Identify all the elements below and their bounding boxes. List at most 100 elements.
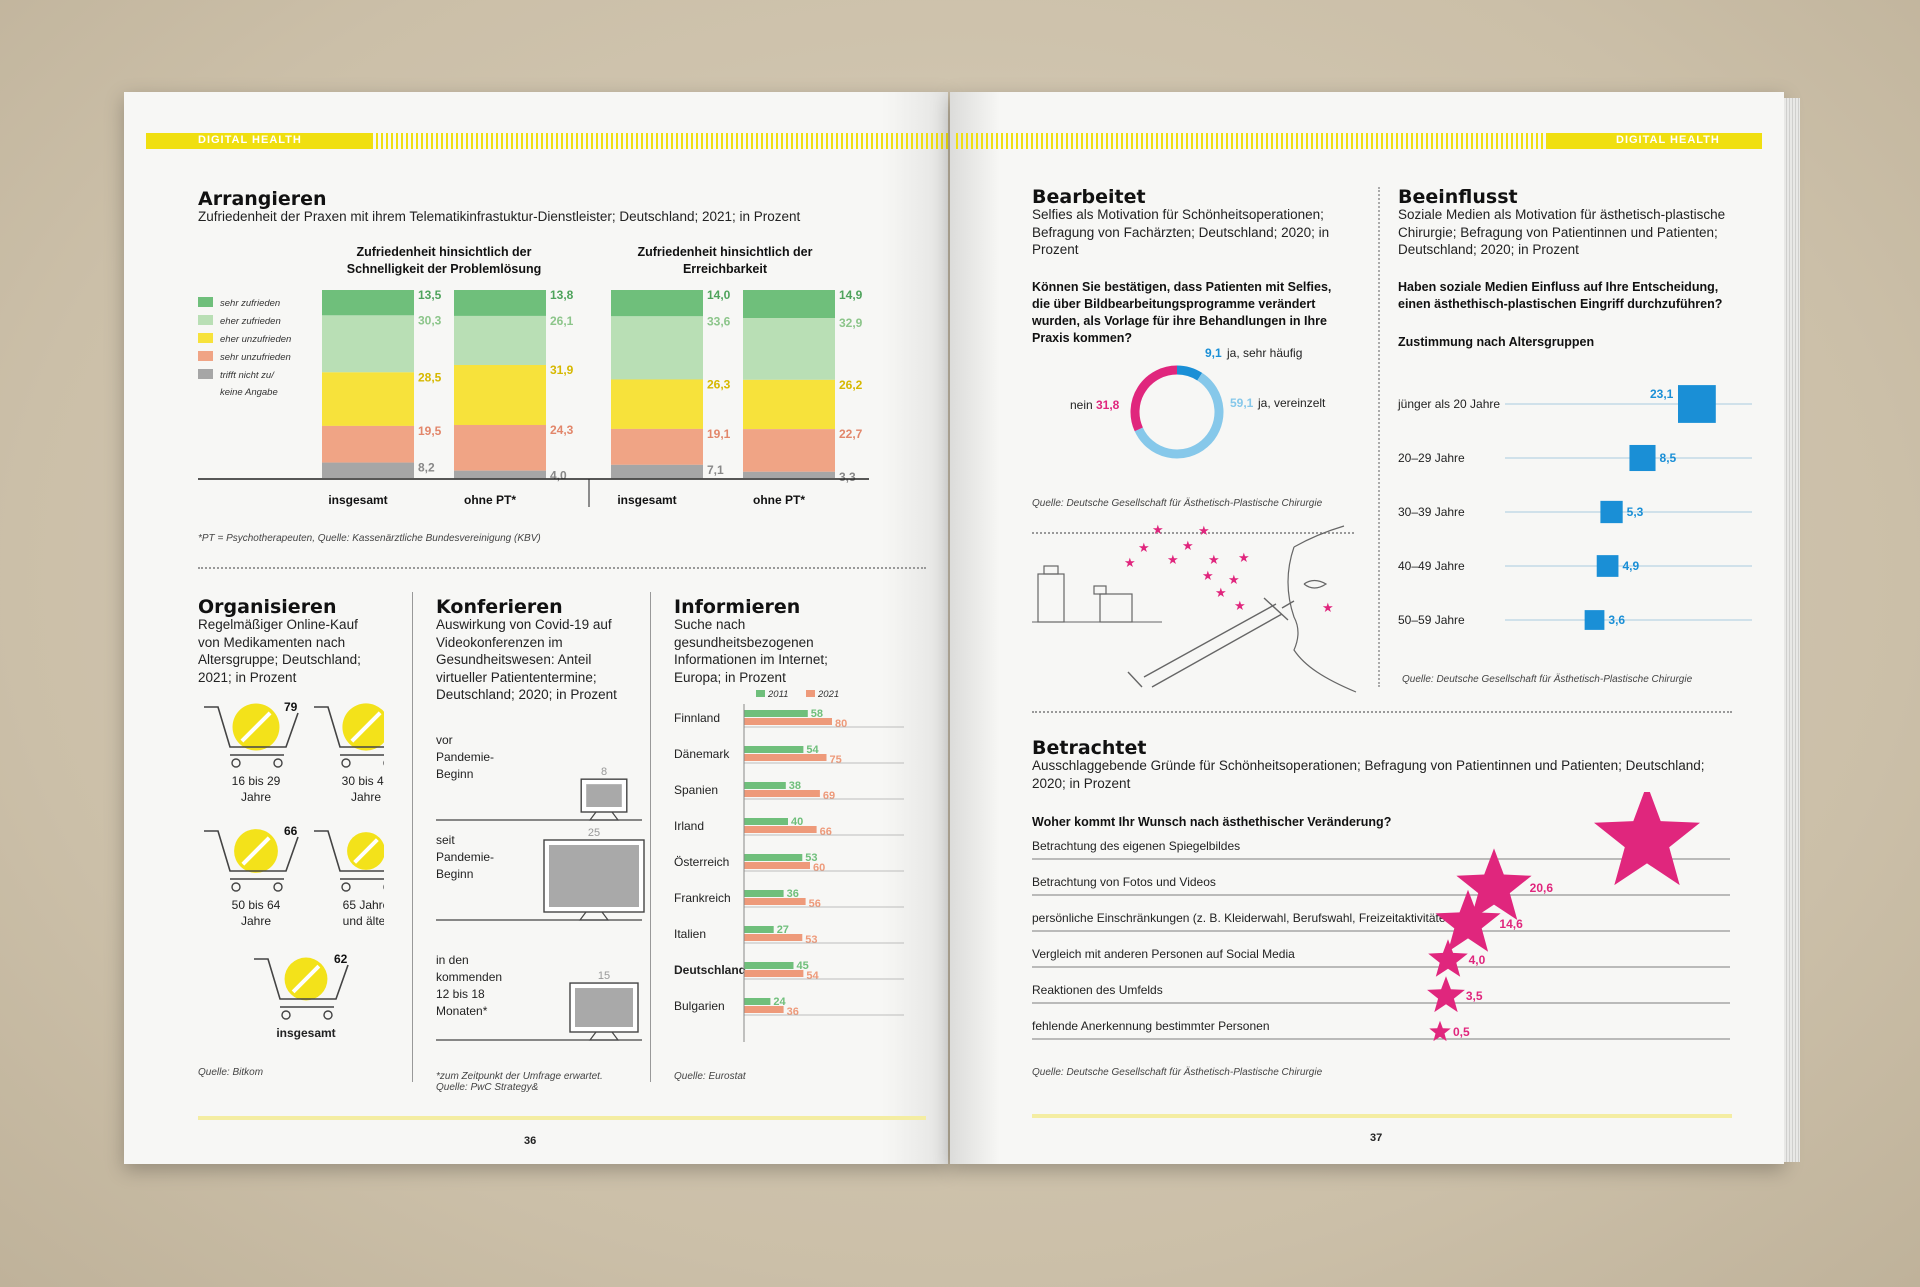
legend-label: sehr zufrieden xyxy=(220,298,280,309)
category-label: Frankreich xyxy=(674,891,731,905)
data-label: 4,0 xyxy=(550,469,567,483)
data-label: 79 xyxy=(284,700,298,714)
data-label: 62 xyxy=(334,952,348,966)
data-label: 3,5 xyxy=(1466,989,1483,1003)
legend-label: trifft nicht zu/ xyxy=(220,370,275,381)
category-label: Beginn xyxy=(436,867,473,881)
category-label: Betrachtung des eigenen Spiegelbildes xyxy=(1032,839,1240,853)
stack-segment xyxy=(322,290,414,316)
data-label: 40 xyxy=(791,816,803,828)
stack-segment xyxy=(743,471,835,478)
divider xyxy=(198,567,926,569)
stack-segment xyxy=(611,464,703,479)
organisieren-title: Organisieren xyxy=(198,596,337,618)
category-label: ja, vereinzelt xyxy=(1257,396,1326,410)
beeinflusst-title: Beeinflusst xyxy=(1398,186,1518,208)
konferieren-footnote: *zum Zeitpunkt der Umfrage erwartet. Que… xyxy=(436,1071,603,1093)
data-label: 30,3 xyxy=(418,313,442,327)
star-marker xyxy=(1427,976,1465,1013)
stack-segment xyxy=(743,318,835,380)
data-label: 3,3 xyxy=(839,470,856,484)
legend-label: keine Angabe xyxy=(220,387,278,398)
pill-line xyxy=(241,836,271,866)
stack-segment xyxy=(322,425,414,463)
data-label: 26,1 xyxy=(550,314,574,328)
stack-segment xyxy=(743,290,835,319)
cart-icon xyxy=(204,706,299,748)
category-label: 40–49 Jahre xyxy=(1398,559,1465,573)
face-outline xyxy=(1287,525,1357,693)
jar-icon xyxy=(1099,593,1133,623)
bar-2021 xyxy=(744,826,817,833)
bearbeitet-subtitle: Selfies als Motivation für Schönheitsope… xyxy=(1032,207,1330,257)
category-label: kommenden xyxy=(436,970,502,984)
left-page: DIGITAL HEALTH Arrangieren Zufriedenheit… xyxy=(124,92,948,1164)
data-square xyxy=(1584,610,1605,630)
legend-swatch xyxy=(198,297,213,307)
category-label: Italien xyxy=(674,927,706,941)
category-label: insgesamt xyxy=(617,493,676,507)
category-label: Vergleich mit anderen Personen auf Socia… xyxy=(1032,947,1295,961)
legend-label: eher unzufrieden xyxy=(220,334,291,345)
cart-wheel xyxy=(323,1010,333,1020)
bar-2021 xyxy=(744,898,806,905)
data-label: 54 xyxy=(806,970,819,982)
bar-2021 xyxy=(744,754,827,761)
bar-2021 xyxy=(744,718,832,725)
category-label: 30 bis 49 xyxy=(342,774,384,788)
data-label: 13,5 xyxy=(418,288,442,302)
star-marker xyxy=(1435,889,1501,952)
data-label: 38 xyxy=(789,780,801,792)
stack-segment xyxy=(743,379,835,430)
jar-lid xyxy=(1093,585,1107,595)
star-icon: ★ xyxy=(1138,540,1150,555)
star-icon: ★ xyxy=(1208,552,1220,567)
data-label: 8 xyxy=(601,766,607,778)
data-label: 13,8 xyxy=(550,288,574,302)
stack-segment xyxy=(454,290,546,316)
bar-2021 xyxy=(744,970,804,977)
data-label: 60 xyxy=(813,862,825,874)
category-label: ohne PT* xyxy=(464,493,516,507)
bar-2011 xyxy=(744,962,794,969)
beeinflusst-subquestion: Zustimmung nach Altersgruppen xyxy=(1398,335,1595,349)
category-label: 30–39 Jahre xyxy=(1398,505,1465,519)
legend-swatch xyxy=(198,333,213,343)
data-label: 27 xyxy=(777,924,789,936)
data-label: 36 xyxy=(787,1006,799,1018)
page-number: 37 xyxy=(1370,1132,1383,1144)
screen-fill xyxy=(549,845,639,907)
betrachtet-subtitle: Ausschlaggebende Gründe für Schönheitsop… xyxy=(1032,758,1705,791)
stack-segment xyxy=(611,290,703,317)
data-label: 32,9 xyxy=(839,316,863,330)
category-label: persönliche Einschränkungen (z. B. Kleid… xyxy=(1032,911,1479,925)
data-label: 58 xyxy=(811,708,823,720)
informieren-subtitle: Suche nach gesundheitsbezogenen Informat… xyxy=(674,617,828,685)
data-label: 24,3 xyxy=(550,423,574,437)
cart-icon xyxy=(254,958,349,1000)
stack-segment xyxy=(454,315,546,366)
data-label: 14,9 xyxy=(839,288,863,302)
star-marker xyxy=(1429,1020,1451,1042)
donut-slice xyxy=(1134,372,1224,459)
data-label: 8,5 xyxy=(1660,451,1677,465)
cart-wheel xyxy=(341,758,351,768)
data-label: 19,5 xyxy=(418,424,442,438)
category-label: jünger als 20 Jahre xyxy=(1397,397,1500,411)
legend-swatch xyxy=(806,690,815,697)
category-label: insgesamt xyxy=(276,1026,335,1040)
stack-segment xyxy=(611,428,703,465)
cart-icon xyxy=(314,706,384,748)
cart-wheel xyxy=(273,758,283,768)
data-label: 24 xyxy=(773,996,786,1008)
category-label: Jahre xyxy=(351,790,381,804)
data-label: 56 xyxy=(809,898,821,910)
star-icon: ★ xyxy=(1182,538,1194,553)
bottle-cap xyxy=(1043,565,1059,575)
data-square xyxy=(1596,555,1619,577)
band-stripes xyxy=(956,133,1548,149)
column-divider xyxy=(650,592,651,1082)
stack-segment xyxy=(454,470,546,479)
category-label: insgesamt xyxy=(328,493,387,507)
legend-label: sehr unzufrieden xyxy=(220,352,291,363)
